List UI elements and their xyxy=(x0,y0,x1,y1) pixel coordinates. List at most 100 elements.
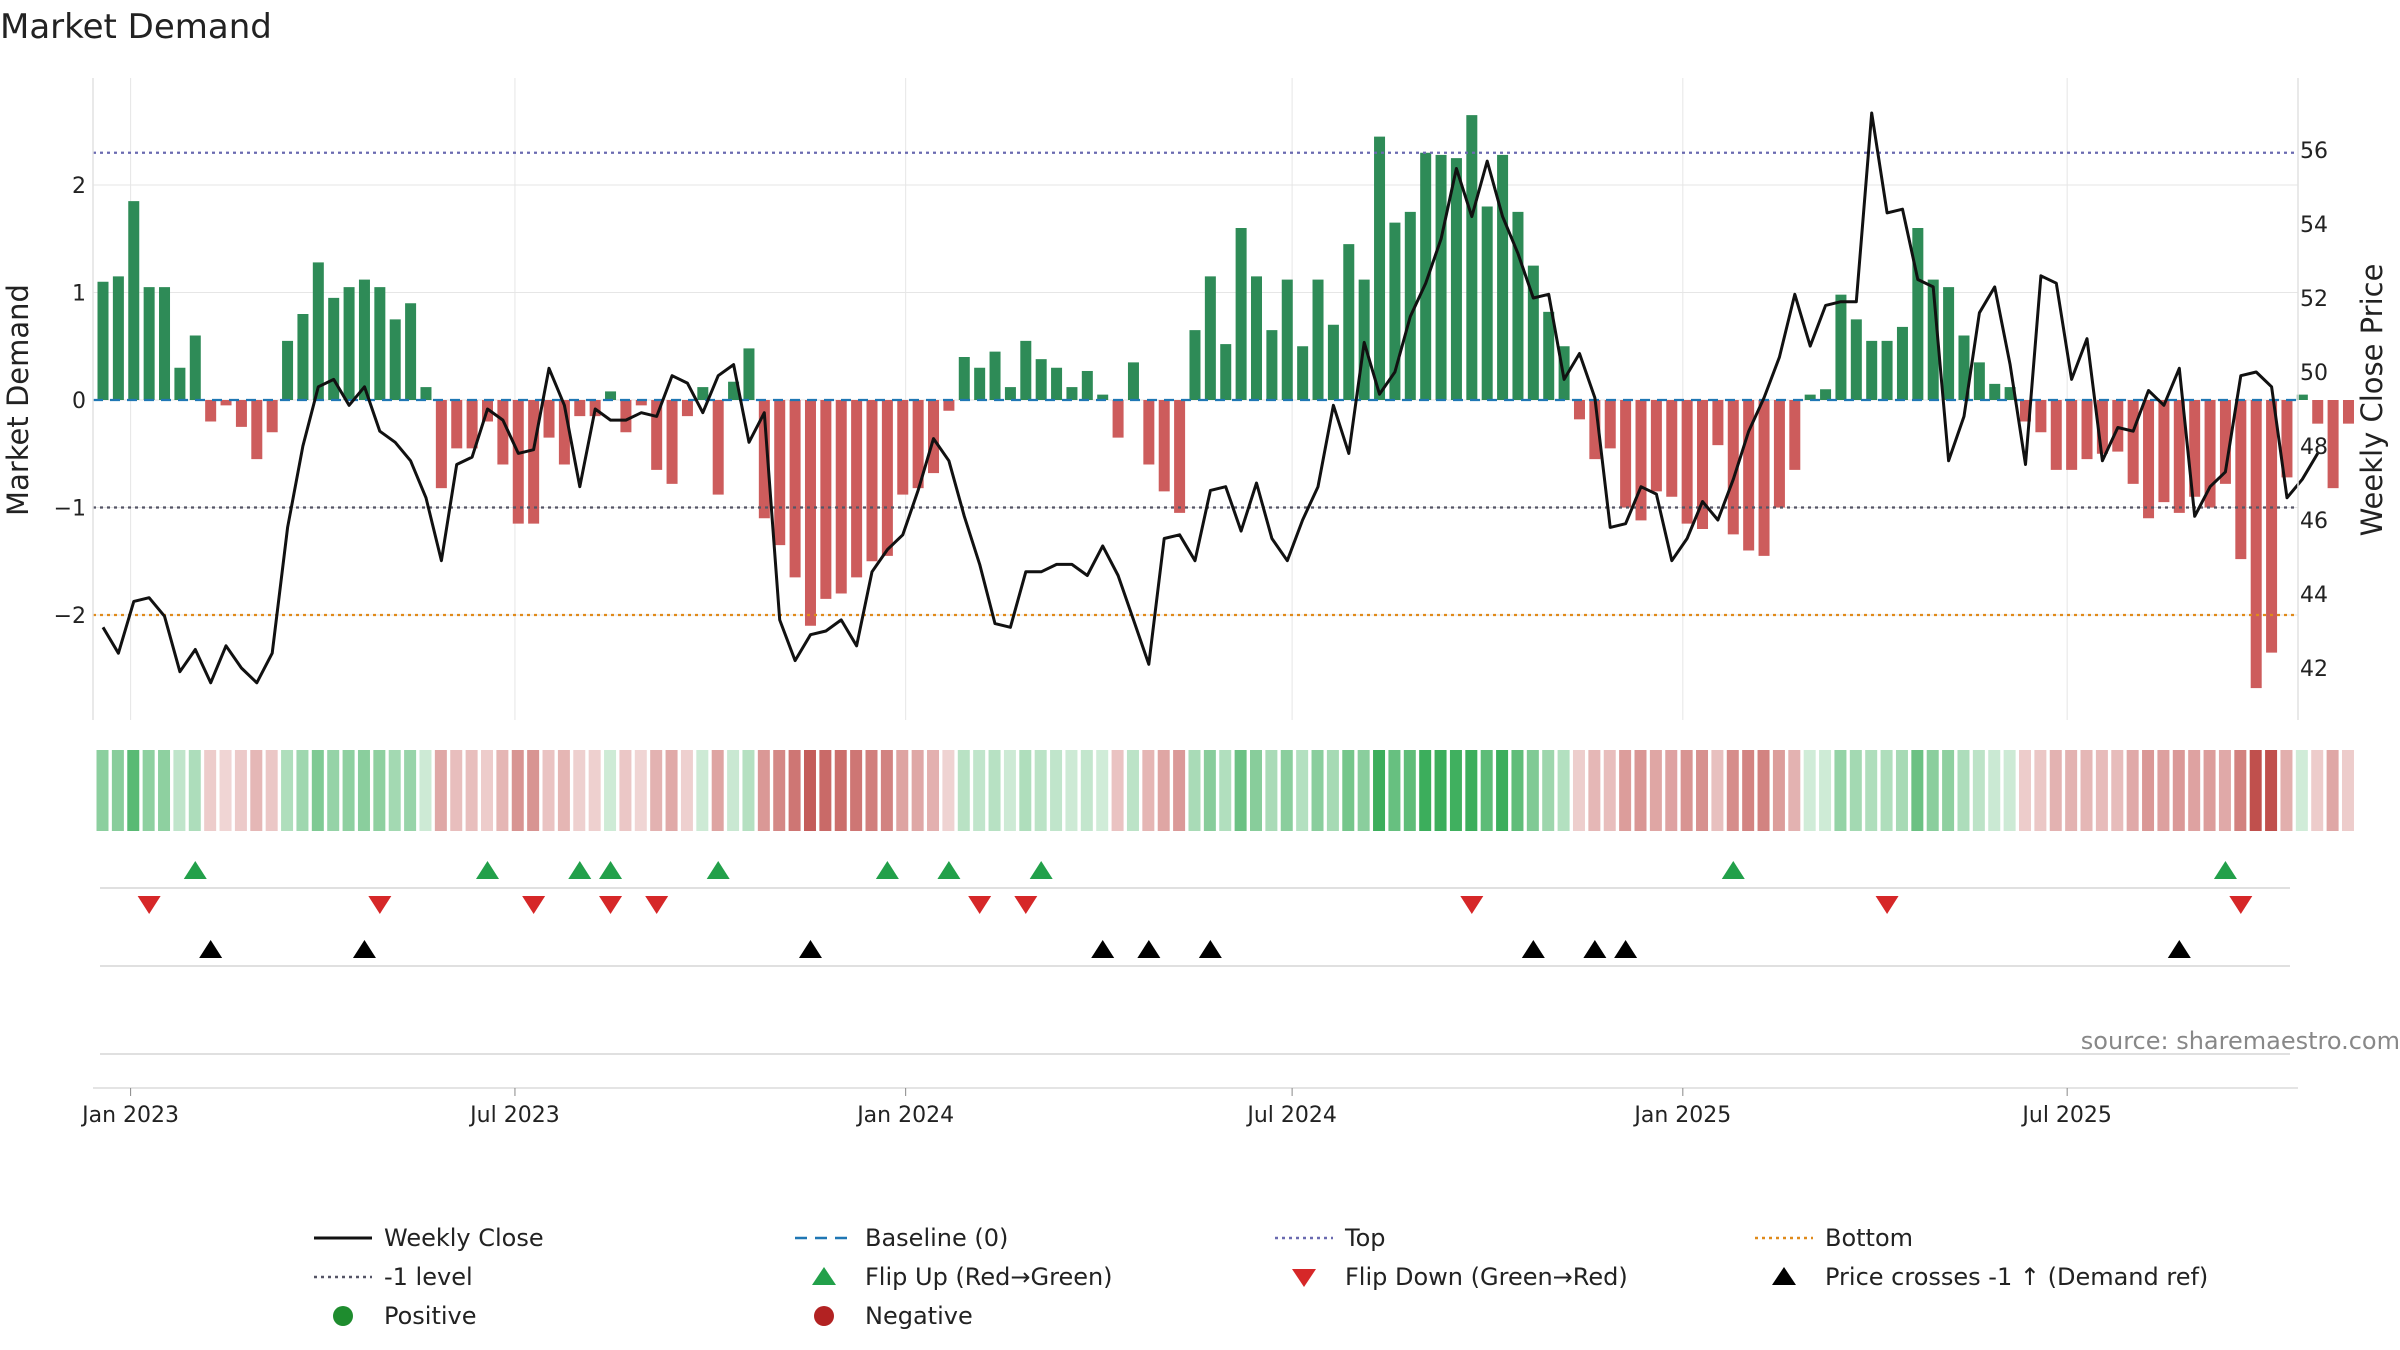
demand-bar xyxy=(2204,400,2216,508)
demand-bar xyxy=(1374,136,1386,400)
strip-cell xyxy=(1157,750,1170,831)
demand-bar xyxy=(1881,340,1893,400)
y-tick-label-right: 52 xyxy=(2300,287,2328,312)
y-tick-label-right: 48 xyxy=(2300,435,2328,460)
strip-cell xyxy=(311,750,324,831)
demand-bar xyxy=(1573,400,1585,420)
strip-cell xyxy=(2218,750,2231,831)
x-tick-label: Jul 2024 xyxy=(1245,1103,1337,1128)
price-cross-marker xyxy=(1583,940,1607,958)
strip-cell xyxy=(2265,750,2278,831)
strip-cell xyxy=(619,750,632,831)
demand-bar xyxy=(1358,279,1370,400)
strip-cell xyxy=(127,750,140,831)
demand-bar xyxy=(1281,279,1293,400)
reference-lines xyxy=(93,151,2298,617)
demand-bar xyxy=(1081,370,1093,400)
demand-bar xyxy=(835,400,847,594)
demand-bar xyxy=(743,348,755,400)
strip-cell xyxy=(173,750,186,831)
strip-cell xyxy=(158,750,171,831)
strip-cell xyxy=(865,750,878,831)
strip-cell xyxy=(1911,750,1924,831)
strip-cell xyxy=(465,750,478,831)
demand-bar xyxy=(466,400,478,449)
strip-cell xyxy=(1250,750,1262,831)
demand-bar xyxy=(235,400,247,427)
strip-cell xyxy=(388,750,401,831)
demand-bar xyxy=(2004,387,2016,400)
demand-bar xyxy=(1389,222,1401,400)
y-tick-label-right: 44 xyxy=(2300,583,2328,608)
legend-label: Positive xyxy=(384,1302,477,1330)
y-tick-label-left: 2 xyxy=(72,174,86,199)
strip-cell xyxy=(111,750,124,831)
strip-cell xyxy=(265,750,278,831)
demand-bar xyxy=(1789,400,1801,470)
strip-cell xyxy=(1634,750,1647,831)
chart-title: Market Demand xyxy=(0,7,272,47)
demand-bar xyxy=(2127,400,2139,484)
demand-bar xyxy=(512,400,524,524)
flip-down-marker xyxy=(137,896,161,914)
demand-bar xyxy=(558,400,570,465)
demand-bar xyxy=(1066,387,1078,400)
strip-cell xyxy=(481,750,493,831)
strip-cell xyxy=(1572,750,1585,831)
strip-cell xyxy=(1173,750,1186,831)
demand-bar xyxy=(2035,400,2047,433)
demand-bar xyxy=(2189,400,2201,497)
price-cross-marker xyxy=(1521,940,1545,958)
demand-bar xyxy=(1097,394,1109,400)
strip-cell xyxy=(1050,750,1063,831)
strip-cell xyxy=(1326,750,1339,831)
demand-bar xyxy=(820,400,832,599)
legend-item: Negative xyxy=(814,1302,973,1330)
flip-down-marker xyxy=(599,896,623,914)
demand-bar xyxy=(1235,228,1247,400)
demand-bar xyxy=(2096,400,2108,454)
demand-bar xyxy=(2066,400,2078,470)
demand-bar xyxy=(343,287,355,400)
demand-bar xyxy=(1773,400,1785,508)
flip-down-marker xyxy=(1875,896,1899,914)
demand-bar xyxy=(1020,340,1032,400)
demand-bar xyxy=(1543,311,1555,400)
price-cross-marker xyxy=(1198,940,1222,958)
flip-up-marker xyxy=(599,861,623,879)
x-tick-label: Jul 2023 xyxy=(468,1103,560,1128)
strip-cell xyxy=(1588,750,1601,831)
strip-cell xyxy=(819,750,832,831)
legend-item: Price crosses -1 ↑ (Demand ref) xyxy=(1772,1263,2208,1291)
price-cross-marker xyxy=(199,940,223,958)
y-tick-label-right: 56 xyxy=(2300,139,2328,164)
demand-bar xyxy=(2312,400,2324,424)
demand-bar xyxy=(1681,400,1693,524)
flip-up-marker xyxy=(2213,861,2237,879)
x-tick-label: Jul 2025 xyxy=(2020,1103,2112,1128)
demand-bar xyxy=(1727,400,1739,535)
demand-bar xyxy=(189,335,201,400)
strip-cell xyxy=(557,750,570,831)
weekly-close-line xyxy=(101,111,2319,685)
demand-bar xyxy=(266,400,278,433)
strip-cell xyxy=(604,750,617,831)
demand-bar xyxy=(2112,400,2124,452)
demand-bar xyxy=(1158,400,1170,492)
strip-cell xyxy=(803,750,816,831)
demand-bar xyxy=(205,400,217,422)
demand-bar xyxy=(728,381,740,400)
demand-bar xyxy=(928,400,940,474)
strip-cell xyxy=(1880,750,1893,831)
demand-bar xyxy=(497,400,509,465)
strip-cell xyxy=(2295,750,2308,831)
demand-bar xyxy=(1481,206,1493,400)
demand-bar xyxy=(1850,319,1862,400)
demand-bar xyxy=(1912,228,1924,400)
demand-bar xyxy=(2158,400,2170,503)
demand-bar xyxy=(758,400,770,519)
flip-up-marker xyxy=(183,861,207,879)
legend-swatch-triangle-down xyxy=(1292,1269,1316,1287)
demand-bar xyxy=(774,400,786,546)
strip-cell xyxy=(588,750,601,831)
